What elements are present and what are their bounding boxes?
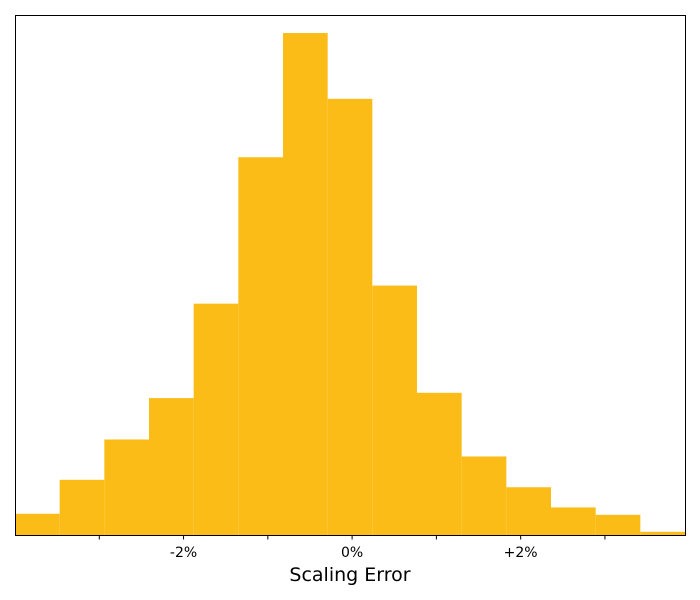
histogram-bar <box>506 487 551 535</box>
histogram-bar <box>104 439 149 535</box>
histogram-bar <box>238 157 283 535</box>
histogram-bar <box>193 303 239 535</box>
histogram-bar <box>551 507 596 535</box>
plot-frame <box>15 15 686 536</box>
histogram-bar <box>149 398 194 535</box>
x-axis-ticks: -2% 0% +2% <box>98 535 606 561</box>
histogram-bar <box>283 33 328 535</box>
x-axis-title: Scaling Error <box>289 564 410 586</box>
x-tick-label: -2% <box>170 545 197 561</box>
histogram-bar <box>417 392 462 535</box>
histogram-bar <box>327 98 373 535</box>
x-tick-label: 0% <box>341 545 363 561</box>
x-tick-label: +2% <box>504 545 538 561</box>
histogram-bar <box>461 456 507 535</box>
histogram-bar <box>15 513 60 535</box>
histogram-bar <box>640 531 685 535</box>
histogram-bar <box>59 479 105 535</box>
histogram-bar <box>595 514 641 535</box>
histogram-bars <box>15 33 685 535</box>
histogram-bar <box>372 285 417 535</box>
